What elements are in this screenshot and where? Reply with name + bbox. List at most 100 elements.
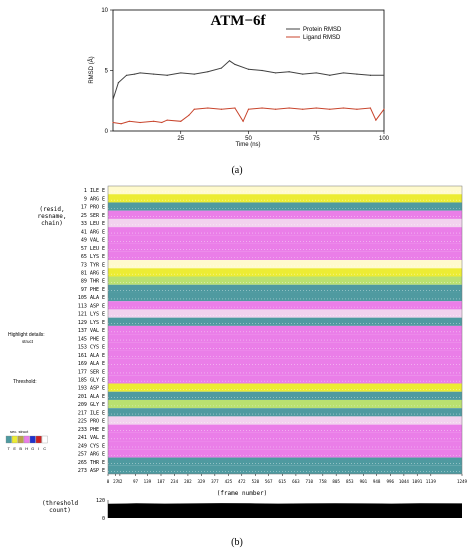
frame-tick-label: 805 [332, 479, 340, 484]
data-point [117, 82, 120, 84]
frame-tick-label: 425 [225, 479, 233, 484]
heatmap-row [108, 399, 462, 409]
threshold-count-area [108, 503, 462, 518]
x-axis-ticks: 25 50 75 100 [177, 131, 390, 142]
y-axis-ticks: 0 5 10 [101, 8, 113, 135]
selection-format-label: (resid, [39, 206, 64, 213]
legend: Protein RMSD Ligand RMSD [286, 27, 342, 41]
data-point [166, 119, 168, 121]
frame-tick-label: 901 [360, 479, 368, 484]
data-point [261, 107, 263, 109]
heatmap-row [108, 243, 462, 252]
row-label: 265 THR E [78, 460, 105, 466]
data-point [128, 120, 130, 122]
data-point [193, 73, 195, 75]
data-point [342, 107, 344, 109]
y-axis-label: RMSD (Å) [88, 56, 95, 83]
heatmap-row [108, 218, 462, 228]
data-point [134, 73, 136, 75]
heatmap-row [108, 441, 462, 450]
frame-tick-label: 615 [279, 479, 287, 484]
frame-axis-ticks: 0 27 42 97 139 187 234 282 329 377 425 472 520 567 615… [107, 474, 468, 484]
frame-tick-label: 1091 [412, 479, 423, 484]
heatmap-row [108, 416, 462, 425]
x-axis-label: Time (ns) [235, 142, 260, 148]
data-point [315, 72, 317, 74]
frame-tick-label: 948 [373, 479, 381, 484]
data-point [242, 120, 244, 122]
data-point [342, 72, 344, 74]
frame-tick-label: 1044 [399, 479, 410, 484]
frame-tick-label: 42 [117, 479, 123, 484]
data-point [180, 120, 182, 122]
row-label: 201 ALA E [78, 394, 105, 400]
row-label: 273 ASP E [78, 468, 105, 474]
row-label: 9 ARG E [84, 196, 105, 202]
heatmap-row [108, 317, 462, 326]
row-label: 1 ILE E [84, 188, 105, 194]
heatmap-row [108, 383, 462, 392]
row-label: 145 PHE E [78, 336, 105, 342]
row-label: 249 CYS E [78, 443, 105, 449]
heatmap-row [108, 408, 462, 417]
x-tick-label: 25 [177, 136, 184, 142]
highlight-label: Highlight details: [8, 332, 45, 338]
legend-label: Ligand RMSD [303, 35, 341, 41]
secondary-structure-heatmap: 1 ILE E 9 ARG E 17 PRO E 25 SER E 33 LEU E 41… [5, 185, 468, 548]
data-point [369, 74, 372, 76]
x-tick-label: 75 [313, 136, 320, 142]
data-point [125, 74, 128, 76]
row-label: 121 LYS E [78, 312, 105, 318]
data-point [120, 123, 122, 125]
selection-format-label: chain) [41, 220, 63, 227]
data-point [356, 108, 358, 110]
heatmap-row [108, 251, 462, 261]
heatmap-row [108, 309, 462, 318]
frame-tick-label: 520 [252, 479, 260, 484]
count-axis-label: count) [49, 507, 71, 514]
frame-tick-label: 187 [157, 479, 165, 484]
data-point [383, 108, 385, 110]
sec-struct-code: C [43, 446, 46, 451]
series-protein-rmsd-line [112, 60, 384, 100]
heatmap-row [108, 375, 462, 384]
sec-struct-swatch [29, 435, 36, 444]
sec-struct-swatch [35, 435, 42, 444]
row-label: 25 SER E [81, 213, 105, 219]
row-label: 49 VAL E [81, 238, 105, 244]
sec-struct-swatch [41, 435, 48, 444]
data-point [234, 63, 236, 66]
data-point [356, 73, 358, 75]
heatmap-row [108, 194, 462, 203]
frame-tick-label: 27 [113, 479, 119, 484]
frame-tick-label: 853 [346, 479, 354, 484]
frame-axis-label: (frame number) [217, 490, 268, 497]
count-tick-label: 0 [102, 516, 105, 522]
heatmap-row [108, 342, 462, 351]
frame-tick-label: 710 [305, 479, 313, 484]
heatmap-row [108, 465, 462, 474]
data-point [261, 69, 263, 72]
row-label: 105 ALA E [78, 295, 105, 301]
data-point [329, 108, 331, 110]
row-label: 185 GLY E [78, 377, 105, 383]
heatmap-row [108, 186, 462, 195]
heatmap-row [108, 202, 462, 211]
data-point [161, 121, 163, 124]
heatmap-row [108, 432, 462, 442]
row-label: 17 PRO E [81, 205, 105, 211]
count-tick-label: 120 [96, 498, 105, 504]
sec-struct-code: H [25, 446, 28, 451]
data-point [275, 108, 277, 110]
frame-tick-label: 1139 [426, 479, 437, 484]
data-point [153, 120, 155, 122]
series-ligand-rmsd-line [112, 107, 385, 125]
x-tick-label: 50 [245, 136, 252, 142]
data-point [302, 73, 304, 75]
data-point [383, 74, 385, 76]
heatmap-row [108, 334, 462, 343]
side-panel: (resid,resname,chain)Highlight details:s… [5, 206, 66, 451]
data-point [139, 121, 141, 124]
row-label: 153 CYS E [78, 345, 105, 351]
